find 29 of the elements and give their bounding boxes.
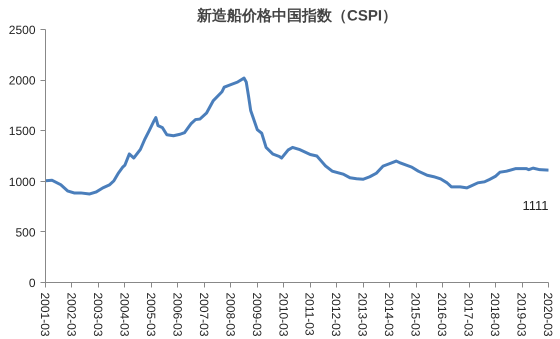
x-tick-label: 2007-03 <box>196 292 211 337</box>
x-tick-label: 2019-03 <box>514 292 529 337</box>
x-tick-label: 2015-03 <box>408 292 423 337</box>
x-tick-label: 2004-03 <box>117 292 132 337</box>
chart-title: 新造船价格中国指数（CSPI） <box>196 6 398 24</box>
x-tick-label: 2011-03 <box>302 292 317 336</box>
x-tick-label: 2020-03 <box>541 292 555 337</box>
y-tick-label: 1000 <box>8 174 36 189</box>
x-tick-label: 2012-03 <box>329 292 344 337</box>
line-series <box>46 76 548 196</box>
x-tick-label: 2018-03 <box>488 292 502 337</box>
x-tick-label: 2001-03 <box>38 292 52 337</box>
x-tick-label: 2009-03 <box>250 292 264 337</box>
x-tick-label: 2008-03 <box>223 292 238 337</box>
y-tick-label: 2000 <box>8 74 36 88</box>
annotation: 1111 <box>522 198 549 214</box>
x-tick-label: 2013-03 <box>356 292 370 337</box>
x-tick-label: 2002-03 <box>64 292 78 337</box>
x-tick-label: 2005-03 <box>144 292 158 337</box>
x-tick-label: 2003-03 <box>90 292 105 337</box>
x-tick-label: 2016-03 <box>435 292 450 337</box>
y-tick-label: 500 <box>15 225 36 240</box>
x-tick-label: 2006-03 <box>170 292 184 337</box>
x-tick-label: 2010-03 <box>276 292 290 337</box>
y-tick-label: 0 <box>28 276 36 290</box>
x-tick-label: 2017-03 <box>462 292 476 337</box>
x-tick-label: 2014-03 <box>382 292 396 337</box>
y-tick-label: 1500 <box>8 124 36 138</box>
y-tick-label: 2500 <box>8 23 36 37</box>
